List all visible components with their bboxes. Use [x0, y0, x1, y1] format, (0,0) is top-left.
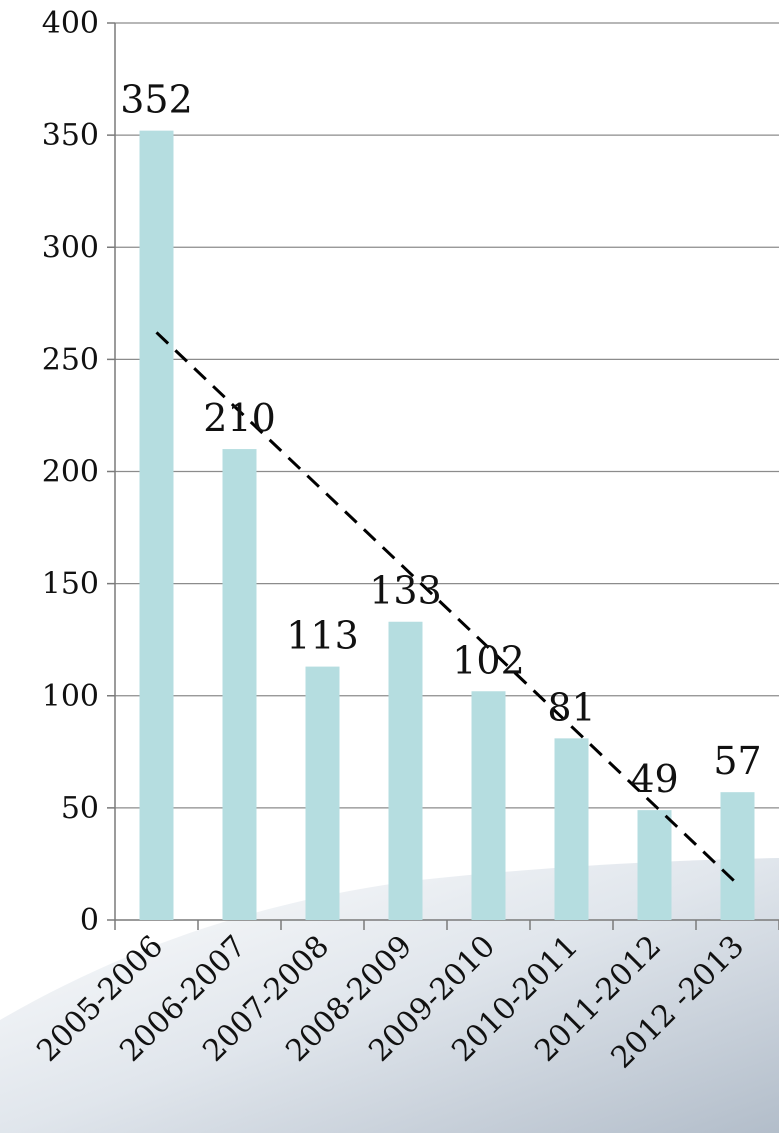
y-tick-label: 100: [42, 679, 99, 714]
bar-2011-2012: [637, 810, 672, 920]
bar-2009-2010: [471, 691, 506, 920]
trendline-layer: [155, 331, 739, 886]
bar-2012-2013: [720, 792, 755, 920]
y-tick-label: 50: [61, 791, 99, 826]
bar-2008-2009: [388, 621, 423, 920]
decorative-swoosh: [0, 858, 779, 1133]
y-tick-label: 0: [80, 903, 99, 938]
bar-2006-2007: [222, 449, 257, 920]
bars: [139, 130, 755, 920]
bar-2005-2006: [139, 130, 174, 920]
y-tick-label: 200: [42, 455, 99, 490]
y-tick-label: 350: [42, 118, 99, 153]
data-label: 102: [452, 638, 525, 682]
y-tick-label: 250: [42, 342, 99, 377]
bar-2010-2011: [554, 738, 589, 920]
data-label: 57: [713, 739, 761, 783]
y-tick-label: 400: [42, 6, 99, 41]
trendline: [155, 331, 739, 886]
data-label: 81: [547, 685, 595, 729]
data-label: 210: [203, 396, 276, 440]
data-label: 113: [286, 614, 359, 658]
bar-2007-2008: [305, 666, 340, 920]
data-label: 49: [630, 757, 678, 801]
y-tick-label: 300: [42, 230, 99, 265]
data-label: 133: [369, 569, 442, 613]
y-tick-label: 150: [42, 567, 99, 602]
data-label: 352: [120, 78, 193, 122]
